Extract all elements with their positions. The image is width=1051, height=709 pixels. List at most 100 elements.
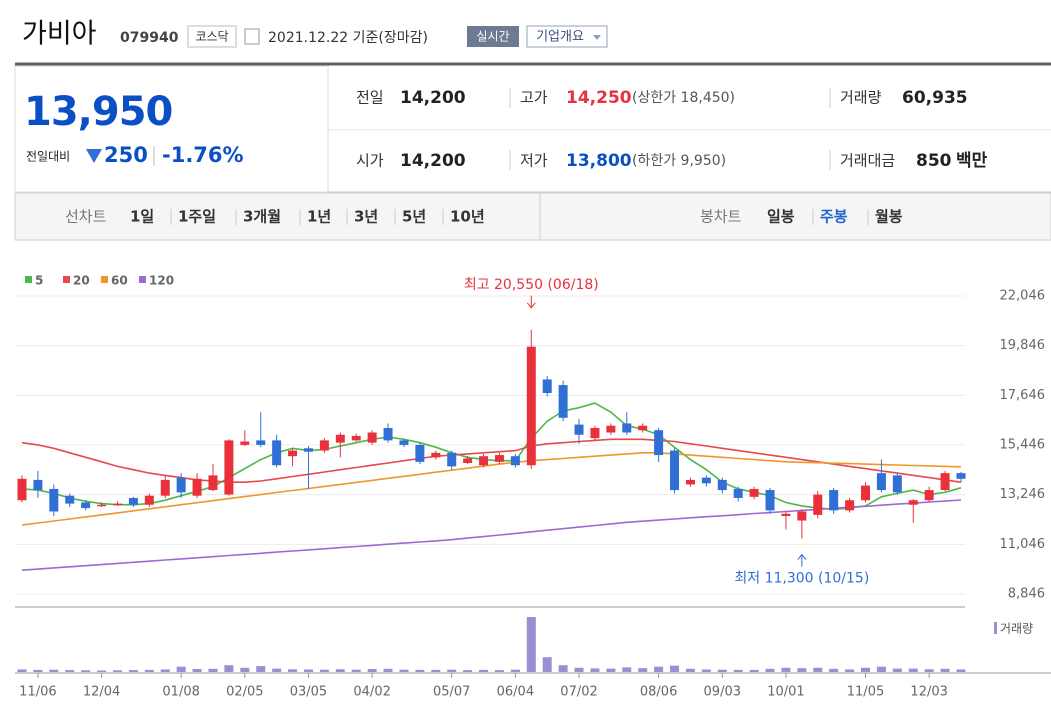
x-tick-label: 01/08 bbox=[162, 685, 199, 700]
volume-bar bbox=[192, 669, 202, 672]
tab-heading: 봉차트 bbox=[700, 208, 742, 226]
volume-bar bbox=[33, 669, 43, 672]
volume-bar bbox=[685, 668, 695, 672]
volume-bar bbox=[940, 668, 950, 672]
candle-body bbox=[176, 477, 186, 493]
x-tick-label: 05/07 bbox=[433, 685, 470, 700]
volume-bar bbox=[144, 669, 154, 672]
current-price: 13,950 bbox=[24, 89, 172, 135]
volume-bar bbox=[781, 667, 791, 672]
candle-tab[interactable]: 일봉 bbox=[767, 208, 795, 226]
candle-body bbox=[622, 423, 632, 433]
volume-bar bbox=[845, 669, 855, 672]
legend-swatch bbox=[139, 276, 146, 283]
candle-body bbox=[829, 490, 839, 511]
y-tick-label: 8,846 bbox=[1008, 587, 1045, 602]
x-tick-label: 06/04 bbox=[497, 685, 534, 700]
realtime-button[interactable] bbox=[467, 26, 519, 47]
period-tab[interactable]: 5년 bbox=[402, 208, 426, 226]
tab-bar bbox=[14, 192, 1051, 241]
x-tick-label: 03/05 bbox=[290, 685, 327, 700]
change-label: 전일대비 bbox=[26, 150, 70, 164]
candle-body bbox=[288, 450, 298, 457]
period-tab[interactable]: 1주일 bbox=[178, 208, 216, 226]
volume-bar bbox=[861, 667, 871, 672]
overview-button[interactable] bbox=[526, 25, 608, 48]
volume-bar bbox=[367, 669, 377, 672]
x-tick-label: 08/06 bbox=[640, 685, 677, 700]
candle-tab[interactable]: 주봉 bbox=[820, 208, 848, 226]
y-tick-label: 11,046 bbox=[1000, 537, 1046, 552]
candle-body bbox=[128, 497, 138, 505]
candle-body bbox=[367, 432, 377, 443]
stat-label: 저가 bbox=[520, 152, 548, 170]
candle-body bbox=[81, 502, 91, 509]
volume-bar bbox=[606, 668, 616, 672]
y-tick-label: 13,246 bbox=[1000, 487, 1046, 502]
change-percent: -1.76% bbox=[162, 143, 244, 167]
candle-body bbox=[399, 440, 409, 445]
candle-body bbox=[749, 488, 759, 497]
period-tab[interactable]: 10년 bbox=[450, 208, 485, 226]
candle-body bbox=[447, 452, 457, 467]
volume-bar bbox=[447, 669, 457, 672]
realtime-label[interactable]: 실시간 bbox=[476, 30, 509, 44]
volume-bar bbox=[288, 669, 298, 672]
candle-body bbox=[924, 490, 934, 501]
volume-legend-label: 거래량 bbox=[1000, 622, 1033, 636]
volume-bar bbox=[383, 668, 393, 672]
candle-body bbox=[765, 490, 775, 511]
volume-legend-swatch bbox=[994, 622, 997, 634]
candle-body bbox=[97, 504, 107, 507]
candle-body bbox=[256, 440, 266, 445]
x-tick-label: 07/02 bbox=[560, 685, 597, 700]
legend-swatch bbox=[25, 276, 32, 283]
period-tab[interactable]: 3개월 bbox=[243, 208, 281, 226]
candle-body bbox=[415, 444, 425, 462]
dropdown-arrow bbox=[593, 35, 601, 40]
candle-body bbox=[208, 475, 218, 491]
volume-bar bbox=[160, 669, 170, 672]
legend-swatch bbox=[63, 276, 70, 283]
moving-average-line bbox=[21, 438, 962, 483]
legend-label: 120 bbox=[149, 274, 174, 288]
stat-value: 850 bbox=[916, 151, 952, 171]
volume-bar bbox=[749, 669, 759, 672]
overview-label[interactable]: 기업개요 bbox=[536, 30, 584, 45]
stat-unit: 백만 bbox=[956, 151, 988, 171]
volume-bar bbox=[956, 669, 966, 672]
period-tab[interactable]: 1년 bbox=[307, 208, 331, 226]
stat-value: 14,200 bbox=[400, 151, 466, 171]
market-label: 코스닥 bbox=[195, 30, 228, 44]
volume-bar bbox=[479, 669, 489, 672]
volume-bar bbox=[510, 669, 520, 672]
y-tick-label: 17,646 bbox=[1000, 388, 1046, 403]
stat-label: 거래대금 bbox=[840, 152, 895, 170]
volume-bar bbox=[112, 670, 122, 672]
change-value: 250 bbox=[104, 143, 148, 167]
volume-bar bbox=[797, 668, 807, 672]
volume-bar bbox=[208, 668, 218, 672]
candle-body bbox=[558, 385, 568, 418]
x-tick-label: 02/05 bbox=[226, 685, 263, 700]
volume-bar bbox=[17, 669, 27, 672]
candle-body bbox=[654, 430, 664, 456]
volume-bar bbox=[463, 670, 473, 672]
volume-bar bbox=[765, 668, 775, 672]
candle-body bbox=[701, 477, 711, 484]
candle-body bbox=[717, 479, 727, 491]
candle-body bbox=[65, 495, 75, 504]
period-tab[interactable]: 1일 bbox=[130, 208, 154, 226]
volume-bar bbox=[892, 668, 902, 672]
candle-body bbox=[590, 427, 600, 439]
down-triangle bbox=[86, 149, 102, 163]
candle-body bbox=[272, 440, 282, 466]
period-tab[interactable]: 3년 bbox=[354, 208, 378, 226]
candle-tab[interactable]: 월봉 bbox=[875, 208, 903, 226]
candle-body bbox=[733, 488, 743, 498]
company-name: 가비아 bbox=[22, 19, 97, 50]
stat-value: 14,250 bbox=[566, 88, 632, 108]
stat-note: (하한가 9,950) bbox=[632, 153, 726, 169]
moving-average-line bbox=[21, 452, 962, 526]
volume-bar bbox=[558, 665, 568, 672]
